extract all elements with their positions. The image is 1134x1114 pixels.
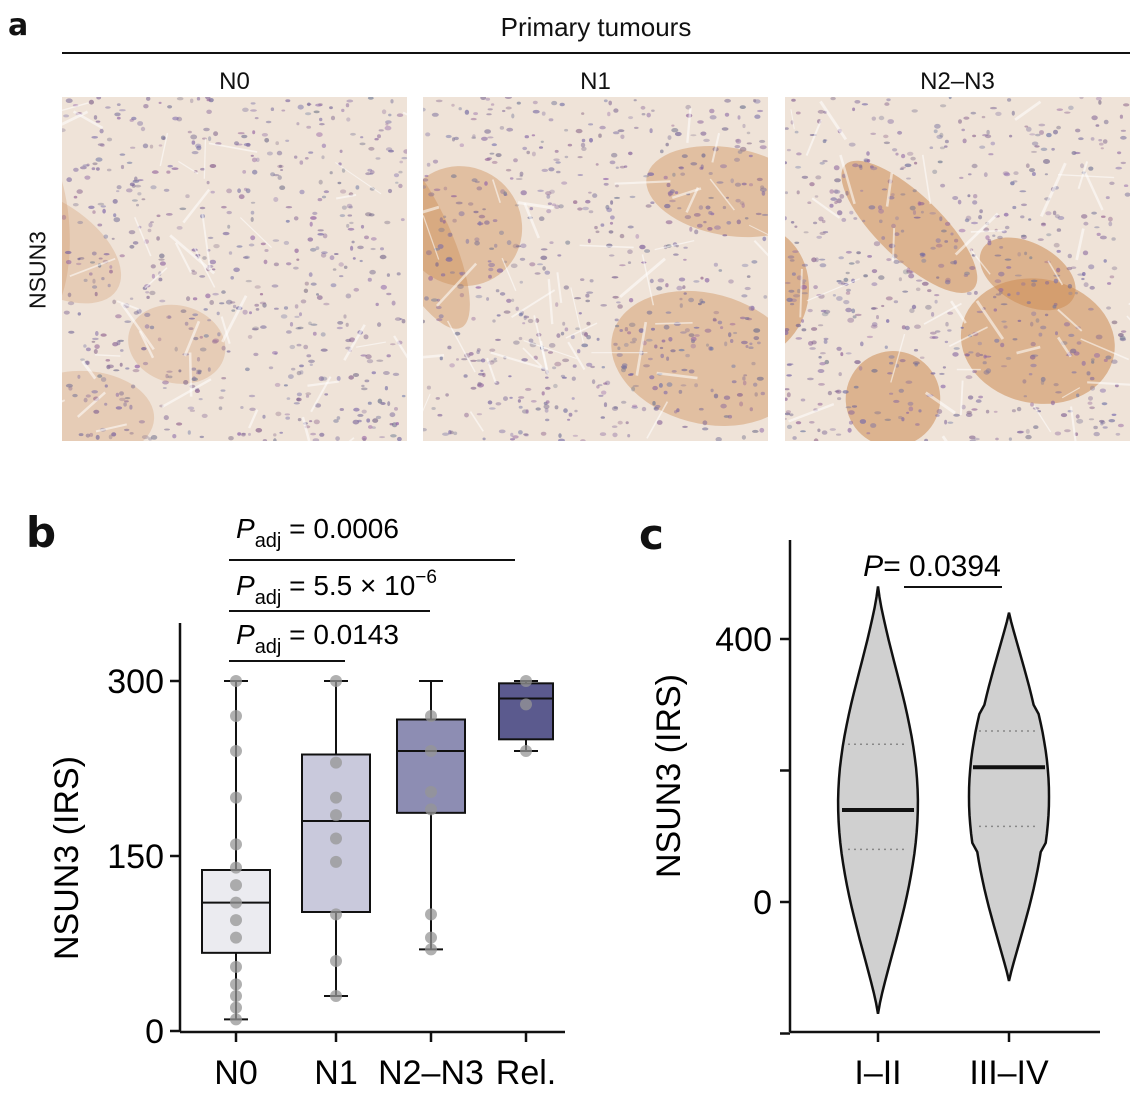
- data-point: [330, 990, 342, 1002]
- data-point: [330, 675, 342, 687]
- p-symbol: P: [863, 550, 883, 583]
- data-point: [425, 785, 437, 798]
- micrograph-n1: [423, 97, 768, 441]
- data-point: [230, 861, 242, 874]
- y-tick-label: 0: [145, 1013, 164, 1051]
- y-axis-label: NSUN3 (IRS): [48, 756, 86, 960]
- column-title-n2-n3: N2–N3: [920, 68, 995, 95]
- x-tick-label: Rel.: [496, 1054, 556, 1092]
- data-point: [230, 960, 242, 973]
- tissue-texture: [62, 97, 407, 441]
- p-subscript: adj: [255, 587, 282, 609]
- p-value-exponent: −6: [415, 567, 437, 588]
- p-equals: =: [281, 570, 313, 601]
- column-title-n1: N1: [580, 68, 611, 95]
- y-tick-label: 150: [107, 838, 164, 876]
- p-value-n2-n3: 5.5 × 10: [313, 570, 415, 601]
- x-tick-label: III–IV: [969, 1054, 1049, 1092]
- data-point: [425, 803, 437, 816]
- box: [396, 718, 466, 814]
- box: [498, 682, 554, 741]
- p-value-stage: = 0.0394: [883, 550, 1001, 583]
- data-point: [330, 908, 342, 921]
- p-symbol: P: [236, 513, 255, 544]
- y-tick-label: 300: [107, 663, 164, 701]
- data-point: [425, 745, 437, 757]
- svg-text:Padj = 0.0006: Padj = 0.0006: [236, 513, 399, 552]
- x-tick-label: N1: [314, 1054, 357, 1092]
- p-subscript: adj: [255, 530, 282, 552]
- violin: [836, 586, 920, 1015]
- data-point: [230, 990, 242, 1002]
- box-plot: Padj = 0.0006 Padj = 5.5 × 10−6 Padj = 0…: [48, 513, 565, 1092]
- significance-bracket-stage: P= 0.0394: [863, 550, 1002, 588]
- data-point: [230, 914, 242, 927]
- data-point: [230, 745, 242, 757]
- p-equals: =: [281, 513, 313, 544]
- p-symbol: P: [236, 619, 255, 650]
- svg-text:Padj = 0.0143: Padj = 0.0143: [236, 619, 399, 658]
- data-point: [230, 978, 242, 991]
- panel-a-letter: a: [8, 8, 29, 43]
- panel-b-letter: b: [26, 508, 57, 557]
- p-symbol: P: [236, 570, 255, 601]
- p-value-rel: 0.0006: [313, 513, 399, 544]
- panel-c-letter: c: [639, 510, 664, 559]
- data-point: [425, 943, 437, 956]
- p-subscript: adj: [255, 636, 282, 658]
- x-tick-label: I–II: [854, 1054, 901, 1092]
- data-point: [230, 1001, 242, 1014]
- p-equals: =: [281, 619, 313, 650]
- data-point: [425, 710, 437, 722]
- svg-text:P= 0.0394: P= 0.0394: [863, 550, 1001, 583]
- data-point: [230, 896, 242, 909]
- violin-plot: P= 0.0394 NSUN3 (IRS) 0 400 I–II III–IV: [650, 540, 1100, 1092]
- data-point: [230, 879, 242, 892]
- x-tick-label: N2–N3: [378, 1054, 484, 1092]
- data-point: [520, 675, 532, 687]
- significance-bracket-rel: Padj = 0.0006: [229, 513, 515, 561]
- tissue-texture: [785, 97, 1130, 441]
- column-title-n0: N0: [219, 68, 250, 95]
- data-point: [330, 809, 342, 822]
- data-point: [230, 791, 242, 804]
- data-point: [230, 710, 242, 722]
- row-label-nsun3: NSUN3: [24, 231, 51, 309]
- p-value-n1: 0.0143: [313, 619, 399, 650]
- data-point: [425, 908, 437, 921]
- panel-a-header: Primary tumours: [500, 12, 692, 42]
- tissue-texture: [423, 97, 768, 441]
- data-point: [230, 931, 242, 944]
- data-point: [330, 791, 342, 804]
- significance-bracket-n2-n3: Padj = 5.5 × 10−6: [229, 567, 437, 612]
- svg-text:Padj = 5.5 × 10−6: Padj = 5.5 × 10−6: [236, 567, 437, 609]
- data-point: [330, 955, 342, 967]
- y-tick-label: 0: [753, 884, 772, 922]
- data-point: [520, 745, 532, 757]
- data-point: [520, 698, 532, 711]
- panel-a-header-rule: [62, 52, 1130, 54]
- violin: [967, 612, 1051, 982]
- micrograph-n2-n3: [785, 97, 1130, 441]
- y-axis-label: NSUN3 (IRS): [650, 674, 688, 878]
- data-point: [230, 1013, 242, 1026]
- data-point: [330, 832, 342, 845]
- data-point: [230, 838, 242, 851]
- data-point: [425, 931, 437, 944]
- y-tick-label: 400: [715, 621, 772, 659]
- data-point: [330, 855, 342, 868]
- x-tick-label: N0: [214, 1054, 257, 1092]
- data-point: [330, 756, 342, 769]
- significance-bracket-n1: Padj = 0.0143: [229, 619, 399, 662]
- data-point: [230, 675, 242, 687]
- micrograph-n0: [62, 97, 407, 441]
